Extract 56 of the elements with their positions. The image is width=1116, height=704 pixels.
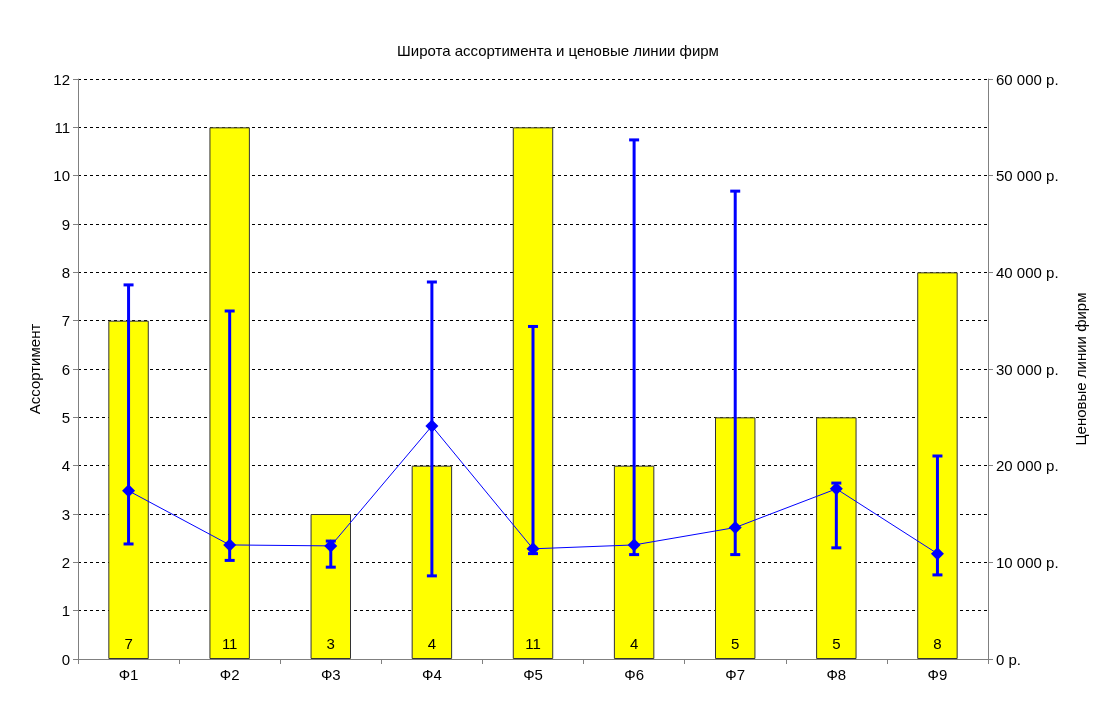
point <box>122 484 136 498</box>
data-label: 5 <box>832 635 841 652</box>
bar <box>715 417 756 659</box>
y-axis-title: Ассортимент <box>26 323 44 415</box>
x-tick-label: Ф9 <box>927 666 948 683</box>
point <box>728 521 742 535</box>
data-label: 7 <box>124 635 133 652</box>
y2-axis-title: Ценовые линии фирм <box>1072 292 1089 446</box>
y-tick-label: 4 <box>61 457 70 475</box>
bar <box>411 465 453 659</box>
y2-tick-label: 60 000 р. <box>996 70 1059 88</box>
data-label: 8 <box>933 635 942 652</box>
y2-tick-label: 50 000 р. <box>996 167 1059 185</box>
x-tick-label: Ф8 <box>826 666 847 683</box>
x-tick-label: Ф1 <box>118 666 139 683</box>
point <box>223 538 237 552</box>
point <box>425 419 439 433</box>
x-tick-label: Ф3 <box>320 666 341 683</box>
data-label: 11 <box>221 635 238 652</box>
x-tick-label: Ф6 <box>624 666 644 683</box>
data-label: 4 <box>427 635 437 652</box>
x-tick-label: Ф5 <box>523 666 543 683</box>
y2-tick-label: 20 000 р. <box>996 457 1059 475</box>
y-tick-label: 7 <box>61 312 70 330</box>
x-tick-label: Ф4 <box>422 666 442 683</box>
point <box>627 538 641 552</box>
y2-tick-label: 0 р. <box>996 650 1022 668</box>
data-label: 5 <box>731 635 740 652</box>
bar <box>209 127 250 659</box>
data-label: 3 <box>326 635 335 652</box>
y-tick-label: 5 <box>61 408 70 426</box>
y-tick-label: 12 <box>53 70 70 88</box>
y-tick-label: 11 <box>54 118 70 136</box>
y-tick-label: 6 <box>61 360 70 378</box>
data-label: 4 <box>629 635 639 652</box>
y-tick-label: 0 <box>61 650 70 668</box>
y2-tick-label: 40 000 р. <box>996 263 1059 281</box>
bar <box>816 417 857 659</box>
bar <box>613 465 655 659</box>
y-tick-label: 8 <box>61 263 70 281</box>
y2-tick-label: 10 000 р. <box>996 553 1059 571</box>
y-tick-label: 1 <box>61 602 70 620</box>
bar <box>512 127 554 659</box>
bar <box>917 272 958 659</box>
bar <box>108 320 149 659</box>
y-tick-label: 2 <box>61 553 70 571</box>
data-label: 11 <box>525 635 541 652</box>
bar <box>310 514 351 659</box>
y-tick-label: 3 <box>61 505 70 523</box>
y2-tick-label: 30 000 р. <box>996 360 1059 378</box>
x-tick-label: Ф7 <box>725 666 746 683</box>
x-tick-label: Ф2 <box>219 666 240 683</box>
y-tick-label: 10 <box>53 167 70 185</box>
point <box>930 547 944 561</box>
chart-title: Широта ассортимента и ценовые линии фирм <box>397 42 719 59</box>
y-tick-label: 9 <box>61 215 70 233</box>
